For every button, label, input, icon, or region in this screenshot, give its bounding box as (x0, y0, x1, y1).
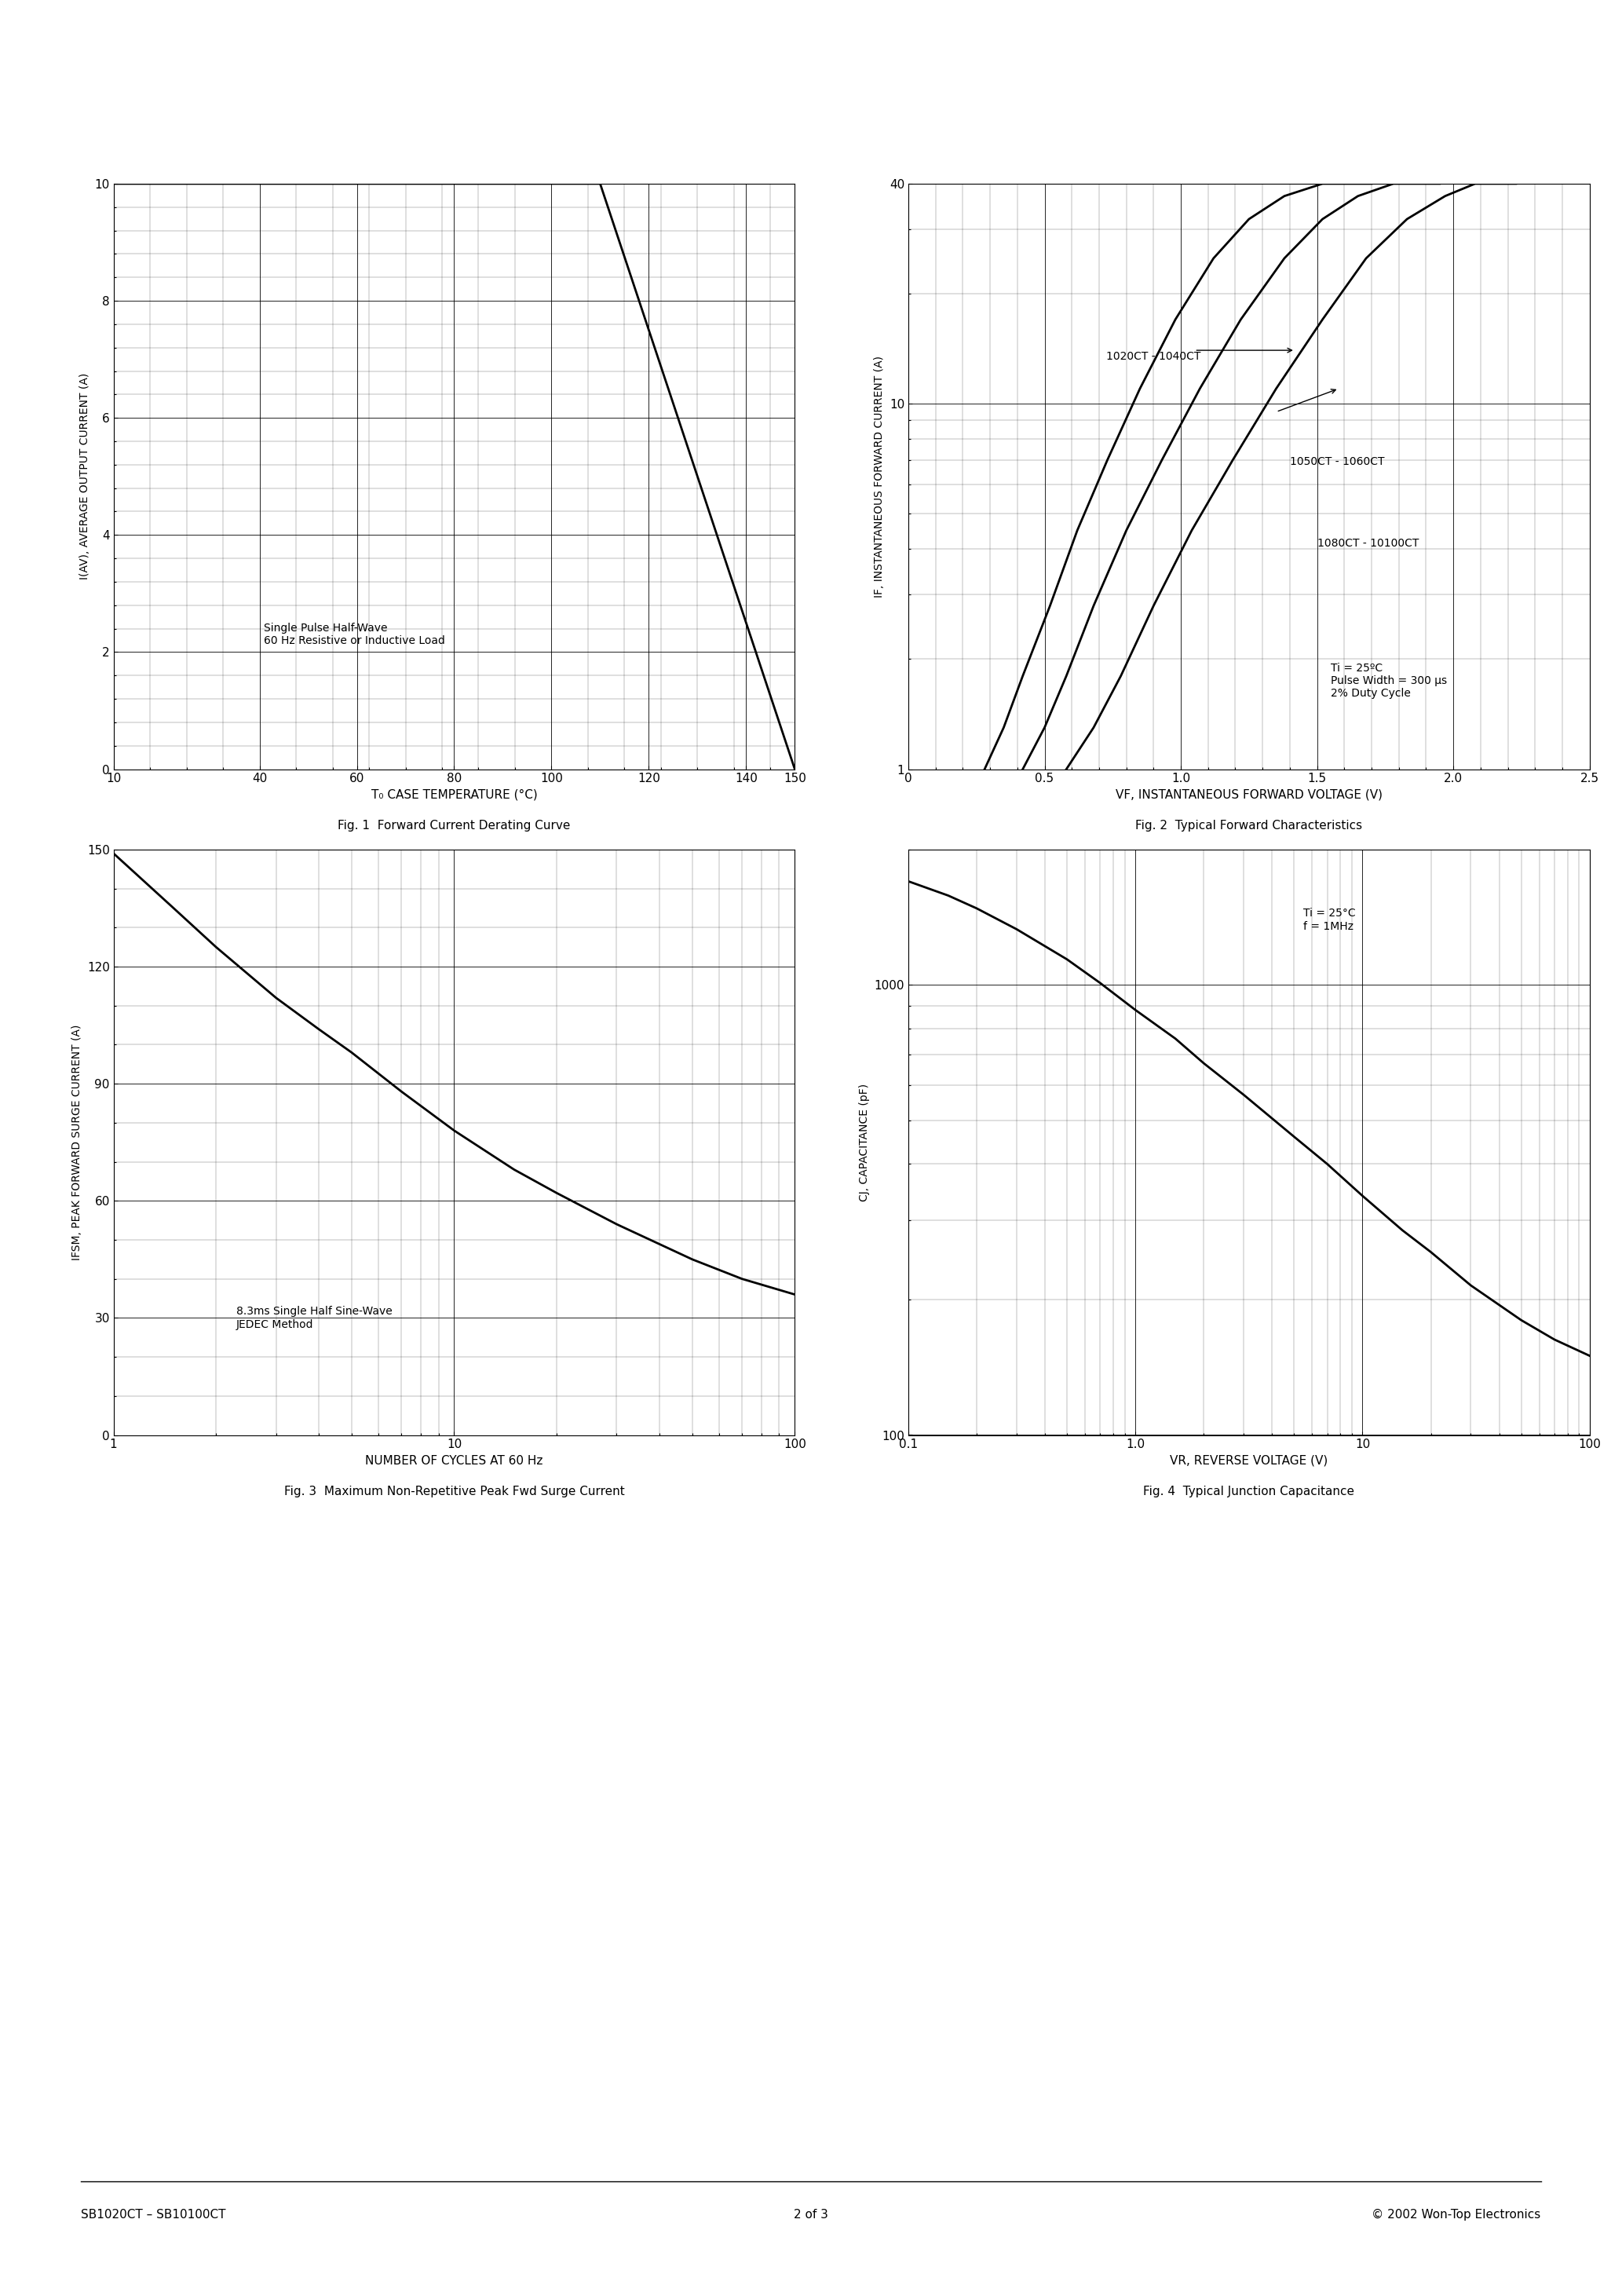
Text: 8.3ms Single Half Sine-Wave
JEDEC Method: 8.3ms Single Half Sine-Wave JEDEC Method (237, 1306, 393, 1329)
Text: © 2002 Won-Top Electronics: © 2002 Won-Top Electronics (1372, 2209, 1541, 2220)
Text: SB1020CT – SB10100CT: SB1020CT – SB10100CT (81, 2209, 225, 2220)
Text: Fig. 4  Typical Junction Capacitance: Fig. 4 Typical Junction Capacitance (1144, 1486, 1354, 1497)
Text: Fig. 3  Maximum Non-Repetitive Peak Fwd Surge Current: Fig. 3 Maximum Non-Repetitive Peak Fwd S… (284, 1486, 624, 1497)
Y-axis label: I(AV), AVERAGE OUTPUT CURRENT (A): I(AV), AVERAGE OUTPUT CURRENT (A) (79, 372, 91, 581)
X-axis label: VF, INSTANTANEOUS FORWARD VOLTAGE (V): VF, INSTANTANEOUS FORWARD VOLTAGE (V) (1116, 790, 1382, 801)
Text: Single Pulse Half-Wave
60 Hz Resistive or Inductive Load: Single Pulse Half-Wave 60 Hz Resistive o… (263, 622, 444, 647)
Text: 1080CT - 10100CT: 1080CT - 10100CT (1317, 537, 1419, 549)
Text: Ti = 25°C
f = 1MHz: Ti = 25°C f = 1MHz (1304, 907, 1356, 932)
Text: Fig. 1  Forward Current Derating Curve: Fig. 1 Forward Current Derating Curve (337, 820, 571, 831)
Y-axis label: IFSM, PEAK FORWARD SURGE CURRENT (A): IFSM, PEAK FORWARD SURGE CURRENT (A) (71, 1024, 83, 1261)
X-axis label: VR, REVERSE VOLTAGE (V): VR, REVERSE VOLTAGE (V) (1169, 1456, 1328, 1467)
X-axis label: NUMBER OF CYCLES AT 60 Hz: NUMBER OF CYCLES AT 60 Hz (365, 1456, 543, 1467)
Text: 1020CT - 1040CT: 1020CT - 1040CT (1106, 351, 1200, 363)
Text: Fig. 2  Typical Forward Characteristics: Fig. 2 Typical Forward Characteristics (1135, 820, 1362, 831)
Text: 2 of 3: 2 of 3 (793, 2209, 829, 2220)
Text: 1050CT - 1060CT: 1050CT - 1060CT (1289, 457, 1385, 466)
Y-axis label: IF, INSTANTANEOUS FORWARD CURRENT (A): IF, INSTANTANEOUS FORWARD CURRENT (A) (874, 356, 886, 597)
Text: Ti = 25ºC
Pulse Width = 300 μs
2% Duty Cycle: Ti = 25ºC Pulse Width = 300 μs 2% Duty C… (1330, 664, 1447, 698)
Y-axis label: CJ, CAPACITANCE (pF): CJ, CAPACITANCE (pF) (860, 1084, 869, 1201)
X-axis label: T₀ CASE TEMPERATURE (°C): T₀ CASE TEMPERATURE (°C) (371, 790, 537, 801)
